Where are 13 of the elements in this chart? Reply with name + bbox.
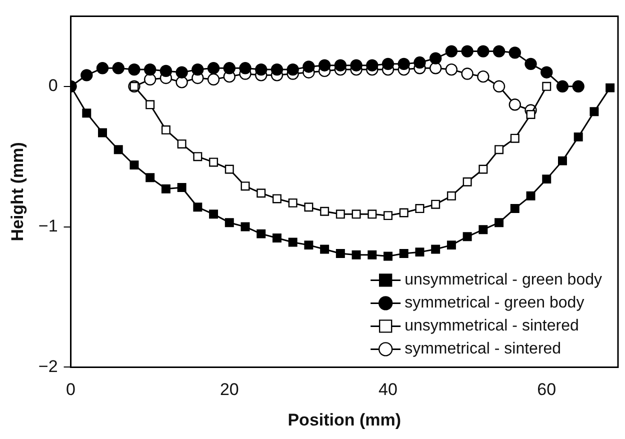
- y-tick-label: −2: [38, 356, 58, 376]
- x-tick-label: 0: [66, 380, 76, 400]
- y-tick-label: −1: [38, 216, 58, 236]
- y-axis-title: Height (mm): [8, 142, 27, 242]
- x-tick-label: 20: [220, 380, 239, 400]
- y-tick-label: 0: [48, 76, 58, 96]
- legend-label: unsymmetrical - green body: [404, 272, 602, 289]
- x-axis-title: Position (mm): [288, 410, 402, 430]
- legend-label: unsymmetrical - sintered: [404, 318, 579, 335]
- legend-label: symmetrical - sintered: [404, 340, 562, 358]
- x-tick-label: 60: [537, 380, 556, 400]
- legend-label: symmetrical - green body: [404, 294, 584, 312]
- x-tick-label: 40: [378, 380, 398, 400]
